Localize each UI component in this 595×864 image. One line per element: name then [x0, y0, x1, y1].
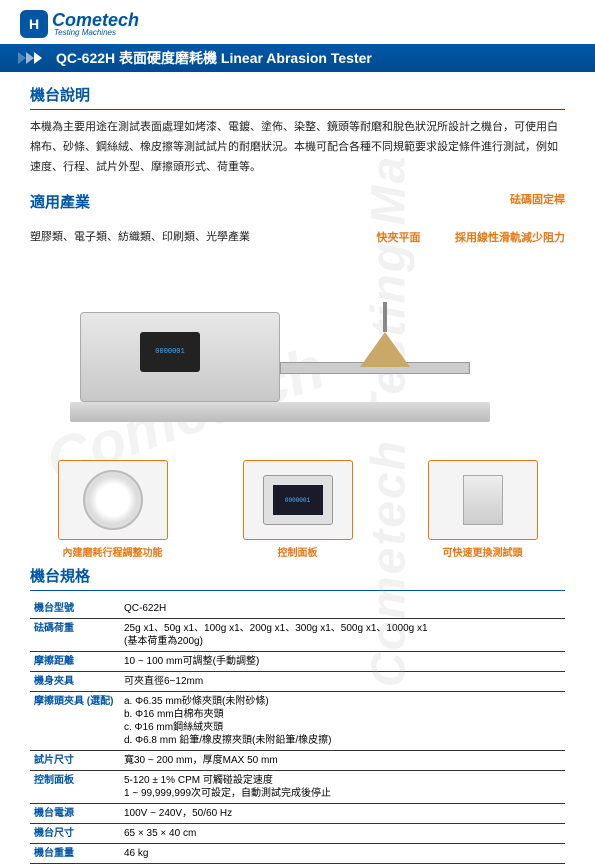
- title-bar: QC-622H 表面硬度磨耗機 Linear Abrasion Tester: [0, 44, 595, 72]
- callout-left: 快夾平面: [377, 232, 421, 244]
- detail-label-2: 控制面板: [243, 544, 353, 559]
- spec-value: 65 × 35 × 40 cm: [120, 824, 565, 844]
- spec-value: 可夾直徑6~12mm: [120, 672, 565, 692]
- table-row: 摩擦頭夾具 (選配)a. Φ6.35 mm砂條夾頭(未附砂條) b. Φ16 m…: [30, 692, 565, 751]
- callout-right: 採用線性滑軌減少阻力: [455, 232, 565, 244]
- table-row: 機台型號QC-622H: [30, 599, 565, 619]
- detail-row: 內建磨耗行程調整功能 0000001 控制面板 可快速更換測試頭: [30, 460, 565, 559]
- table-row: 控制面板5-120 ± 1% CPM 可觸碰設定速度 1 ~ 99,999,99…: [30, 771, 565, 804]
- chevron-icon: [0, 44, 50, 72]
- detail-item-3: 可快速更換測試頭: [428, 460, 538, 559]
- spec-key: 試片尺寸: [30, 751, 120, 771]
- table-row: 砝碼荷重25g x1、50g x1、100g x1、200g x1、300g x…: [30, 619, 565, 652]
- machine-diagram: 0000001: [30, 252, 565, 452]
- spec-key: 砝碼荷重: [30, 619, 120, 652]
- logo-icon: H: [20, 10, 48, 38]
- spec-value: 100V ~ 240V，50/60 Hz: [120, 804, 565, 824]
- detail-item-2: 0000001 控制面板: [243, 460, 353, 559]
- dial-icon: [83, 470, 143, 530]
- spec-value: 46 kg: [120, 844, 565, 864]
- section-desc-title: 機台說明: [30, 84, 565, 110]
- table-row: 機台尺寸65 × 35 × 40 cm: [30, 824, 565, 844]
- table-row: 摩擦距離10 ~ 100 mm可調整(手動調整): [30, 652, 565, 672]
- spec-key: 機台型號: [30, 599, 120, 619]
- spec-value: 10 ~ 100 mm可調整(手動調整): [120, 652, 565, 672]
- spec-key: 摩擦頭夾具 (選配): [30, 692, 120, 751]
- spec-key: 機台尺寸: [30, 824, 120, 844]
- spec-value: 5-120 ± 1% CPM 可觸碰設定速度 1 ~ 99,999,999次可設…: [120, 771, 565, 804]
- spec-key: 機台重量: [30, 844, 120, 864]
- table-row: 機台電源100V ~ 240V，50/60 Hz: [30, 804, 565, 824]
- logo: H Cometech Testing Machines: [20, 10, 139, 38]
- detail-label-1: 內建磨耗行程調整功能: [58, 544, 168, 559]
- spec-value: 寬30 ~ 200 mm，厚度MAX 50 mm: [120, 751, 565, 771]
- spec-key: 機台電源: [30, 804, 120, 824]
- table-row: 試片尺寸寬30 ~ 200 mm，厚度MAX 50 mm: [30, 751, 565, 771]
- logo-name: Cometech: [52, 11, 139, 29]
- spec-table: 機台型號QC-622H砝碼荷重25g x1、50g x1、100g x1、200…: [30, 599, 565, 864]
- clamp-icon: [463, 475, 503, 525]
- industry-body: 塑膠類、電子類、紡織類、印刷類、光學產業: [30, 228, 250, 248]
- spec-value: QC-622H: [120, 599, 565, 619]
- spec-key: 機身夾具: [30, 672, 120, 692]
- table-row: 機身夾具可夾直徑6~12mm: [30, 672, 565, 692]
- desc-body: 本機為主要用途在測試表面處理如烤漆、電鍍、塗佈、染整、鏡頭等耐磨和脫色狀況所設計…: [30, 118, 565, 177]
- spec-value: a. Φ6.35 mm砂條夾頭(未附砂條) b. Φ16 mm白棉布夾頭 c. …: [120, 692, 565, 751]
- header: H Cometech Testing Machines: [0, 0, 595, 44]
- panel-icon: 0000001: [273, 485, 323, 515]
- spec-value: 25g x1、50g x1、100g x1、200g x1、300g x1、50…: [120, 619, 565, 652]
- detail-item-1: 內建磨耗行程調整功能: [58, 460, 168, 559]
- section-spec-title: 機台規格: [30, 565, 565, 591]
- spec-key: 摩擦距離: [30, 652, 120, 672]
- logo-sub: Testing Machines: [54, 29, 139, 37]
- callout-top: 砝碼固定桿: [510, 191, 565, 224]
- title-text: QC-622H 表面硬度磨耗機 Linear Abrasion Tester: [50, 48, 372, 68]
- detail-label-3: 可快速更換測試頭: [428, 544, 538, 559]
- section-industry-title: 適用產業: [30, 191, 90, 216]
- table-row: 機台重量46 kg: [30, 844, 565, 864]
- spec-key: 控制面板: [30, 771, 120, 804]
